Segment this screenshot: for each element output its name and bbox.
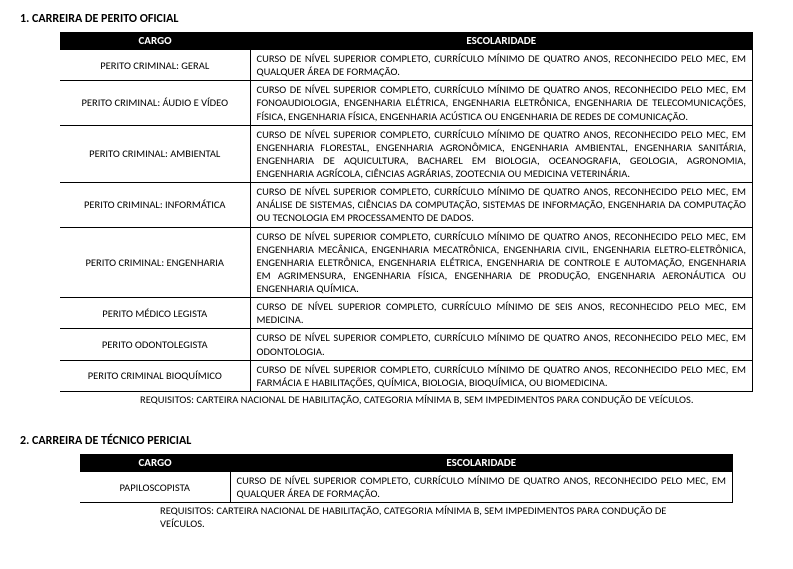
cargo-cell: PERITO MÉDICO LEGISTA <box>60 298 250 329</box>
table-row: PERITO ODONTOLEGISTACURSO DE NÍVEL SUPER… <box>60 329 753 360</box>
escolaridade-cell: CURSO DE NÍVEL SUPERIOR COMPLETO, CURRÍC… <box>250 329 753 360</box>
table-row: PAPILOSCOPISTACURSO DE NÍVEL SUPERIOR CO… <box>80 472 733 503</box>
escolaridade-cell: CURSO DE NÍVEL SUPERIOR COMPLETO, CURRÍC… <box>250 125 753 183</box>
cargo-cell: PERITO CRIMINAL: ENGENHARIA <box>60 227 250 298</box>
col-cargo: CARGO <box>60 32 250 50</box>
escolaridade-cell: CURSO DE NÍVEL SUPERIOR COMPLETO, CURRÍC… <box>250 227 753 298</box>
cargo-cell: PERITO CRIMINAL BIOQUÍMICO <box>60 360 250 391</box>
requisitos-section1: REQUISITOS: CARTEIRA NACIONAL DE HABILIT… <box>140 392 733 406</box>
table-row: PERITO CRIMINAL: INFORMÁTICACURSO DE NÍV… <box>60 183 753 227</box>
table-row: PERITO CRIMINAL: GERALCURSO DE NÍVEL SUP… <box>60 50 753 81</box>
section2-title: 2. CARREIRA DE TÉCNICO PERICIAL <box>20 434 773 448</box>
escolaridade-cell: CURSO DE NÍVEL SUPERIOR COMPLETO, CURRÍC… <box>250 298 753 329</box>
requisitos-section2: REQUISITOS: CARTEIRA NACIONAL DE HABILIT… <box>160 503 713 530</box>
col-cargo: CARGO <box>80 454 230 472</box>
table-header-row: CARGO ESCOLARIDADE <box>60 32 753 50</box>
table-tecnico-pericial: CARGO ESCOLARIDADE PAPILOSCOPISTACURSO D… <box>80 454 733 503</box>
table-header-row: CARGO ESCOLARIDADE <box>80 454 733 472</box>
escolaridade-cell: CURSO DE NÍVEL SUPERIOR COMPLETO, CURRÍC… <box>250 50 753 81</box>
table-row: PERITO MÉDICO LEGISTACURSO DE NÍVEL SUPE… <box>60 298 753 329</box>
escolaridade-cell: CURSO DE NÍVEL SUPERIOR COMPLETO, CURRÍC… <box>250 81 753 125</box>
cargo-cell: PERITO CRIMINAL: ÁUDIO E VÍDEO <box>60 81 250 125</box>
col-escolaridade: ESCOLARIDADE <box>250 32 753 50</box>
cargo-cell: PERITO ODONTOLEGISTA <box>60 329 250 360</box>
cargo-cell: PAPILOSCOPISTA <box>80 472 230 503</box>
table-row: PERITO CRIMINAL: AMBIENTALCURSO DE NÍVEL… <box>60 125 753 183</box>
table-row: PERITO CRIMINAL BIOQUÍMICOCURSO DE NÍVEL… <box>60 360 753 391</box>
escolaridade-cell: CURSO DE NÍVEL SUPERIOR COMPLETO, CURRÍC… <box>250 183 753 227</box>
table-row: PERITO CRIMINAL: ENGENHARIACURSO DE NÍVE… <box>60 227 753 298</box>
escolaridade-cell: CURSO DE NÍVEL SUPERIOR COMPLETO, CURRÍC… <box>230 472 733 503</box>
escolaridade-cell: CURSO DE NÍVEL SUPERIOR COMPLETO, CURRÍC… <box>250 360 753 391</box>
cargo-cell: PERITO CRIMINAL: GERAL <box>60 50 250 81</box>
col-escolaridade: ESCOLARIDADE <box>230 454 733 472</box>
table-perito-oficial: CARGO ESCOLARIDADE PERITO CRIMINAL: GERA… <box>60 32 753 392</box>
section1-title: 1. CARREIRA DE PERITO OFICIAL <box>20 12 773 26</box>
cargo-cell: PERITO CRIMINAL: INFORMÁTICA <box>60 183 250 227</box>
cargo-cell: PERITO CRIMINAL: AMBIENTAL <box>60 125 250 183</box>
table-row: PERITO CRIMINAL: ÁUDIO E VÍDEOCURSO DE N… <box>60 81 753 125</box>
